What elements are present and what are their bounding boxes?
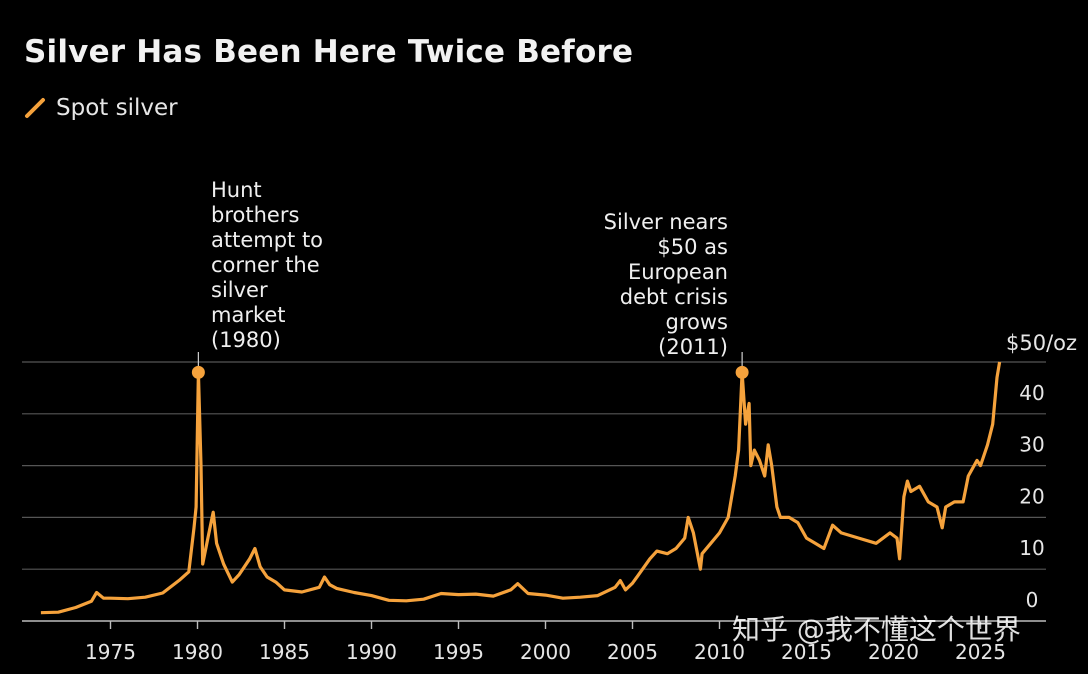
y-tick-label: 40 — [1019, 381, 1044, 405]
y-tick-label: 20 — [1019, 484, 1044, 508]
annotation-european-debt-crisis: Silver nears $50 as European debt crisis… — [603, 210, 728, 359]
x-tick-label: 2005 — [607, 640, 658, 664]
watermark: 知乎 @我不懂这个世界 — [732, 613, 1021, 646]
legend: Spot silver — [24, 95, 178, 121]
x-tick-label: 1975 — [85, 640, 136, 664]
y-tick-label: 30 — [1019, 433, 1044, 457]
y-axis-labels: 0 10 20 30 40 $50/oz — [1006, 331, 1077, 612]
x-tick-label: 2020 — [868, 640, 919, 664]
x-tick-label: 2025 — [955, 640, 1006, 664]
x-tick-label: 2010 — [694, 640, 745, 664]
event-marker — [735, 365, 749, 379]
event-marker — [191, 365, 205, 379]
x-tick-label: 1995 — [433, 640, 484, 664]
y-tick-label: 10 — [1019, 536, 1044, 560]
annotation-hunt-brothers: Hunt brothers attempt to corner the silv… — [211, 178, 324, 352]
y-tick-label: $50/oz — [1006, 331, 1077, 355]
x-tick-label: 1985 — [259, 640, 310, 664]
legend-line-icon — [25, 98, 45, 118]
x-tick-label: 2000 — [520, 640, 571, 664]
x-tick-label: 1980 — [172, 640, 223, 664]
event-markers — [191, 365, 749, 379]
series-line-spot-silver — [40, 361, 1002, 615]
x-tick-label: 2015 — [781, 640, 832, 664]
legend-label: Spot silver — [56, 95, 178, 121]
chart-title: Silver Has Been Here Twice Before — [24, 34, 634, 70]
gridlines — [22, 361, 1046, 622]
x-tick-label: 1990 — [346, 640, 397, 664]
y-tick-label: 0 — [1026, 588, 1039, 612]
x-axis-labels: 1975 1980 1985 1990 1995 2000 2005 2010 2015 2020… — [85, 621, 1006, 664]
